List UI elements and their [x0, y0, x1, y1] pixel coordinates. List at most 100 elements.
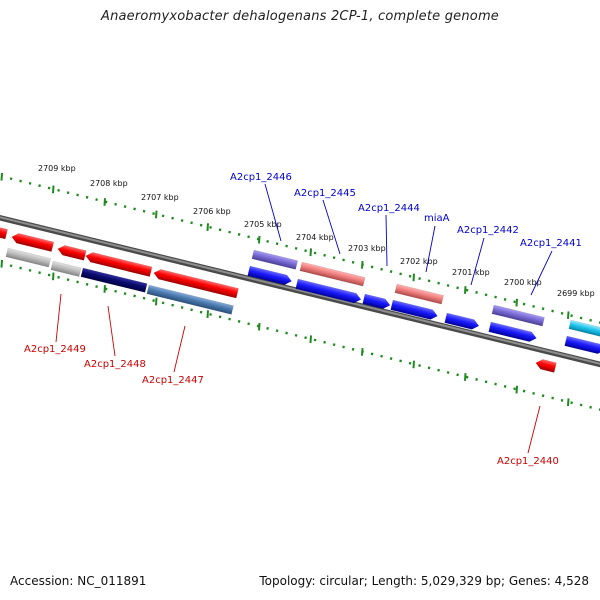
forward-gene-label[interactable]: A2cp1_2445 — [294, 188, 356, 199]
inner-tick-dot — [446, 371, 450, 374]
inner-tick-major — [361, 347, 364, 356]
inner-tick-major — [412, 360, 415, 369]
inner-tick-dot — [579, 403, 583, 407]
outer-tick-dot — [465, 288, 469, 292]
inner-tick-dot — [28, 268, 32, 272]
outer-tick-dot — [456, 286, 459, 290]
reverse-gene-label[interactable]: A2cp1_2440 — [497, 456, 559, 467]
reverse-leader-line — [107, 305, 116, 357]
outer-tick-dot — [598, 321, 600, 325]
outer-tick-dot — [570, 314, 573, 318]
outer-tick-dot — [218, 228, 222, 232]
forward-gene-label[interactable]: A2cp1_2446 — [230, 172, 292, 183]
outer-tick-dot — [446, 284, 450, 287]
reverse-gene-label[interactable]: A2cp1_2449 — [24, 344, 86, 355]
outer-tick-dot — [351, 260, 355, 264]
outer-tick-dot — [95, 198, 98, 202]
forward-gene-label[interactable]: miaA — [424, 213, 450, 224]
outer-tick-dot — [247, 235, 250, 239]
outer-tick-dot — [560, 311, 564, 315]
outer-tick-dot — [57, 188, 60, 192]
outer-tick-dot — [313, 251, 317, 255]
outer-tick-dot — [370, 265, 374, 269]
inner-scale-ticks — [0, 259, 600, 412]
outer-tick-major — [258, 235, 261, 244]
outer-tick-dot — [494, 295, 497, 299]
outer-tick-dot — [408, 274, 412, 278]
map-title: Anaeromyxobacter dehalogenans 2CP-1, com… — [100, 9, 500, 24]
outer-tick-dot — [237, 233, 241, 236]
outer-tick-major — [567, 311, 570, 320]
outer-tick-dot — [427, 279, 431, 283]
cds-forward-2444 — [362, 293, 391, 309]
cds-reverse-2447 — [153, 269, 239, 299]
inner-tick-dot — [85, 282, 89, 286]
scale-tick-label: 2705 kbp — [244, 220, 282, 229]
inner-tick-dot — [323, 340, 326, 344]
inner-tick-dot — [285, 331, 288, 335]
inner-tick-major — [258, 322, 261, 331]
inner-tick-dot — [313, 338, 317, 342]
forward-leader-line — [322, 199, 341, 255]
reverse-gene-label[interactable]: A2cp1_2447 — [142, 375, 204, 386]
forward-gene-label[interactable]: A2cp1_2444 — [358, 203, 420, 214]
scale-tick-label: 2706 kbp — [193, 207, 231, 216]
outer-tick-major — [52, 185, 55, 194]
inner-tick-dot — [57, 275, 60, 279]
inner-tick-dot — [399, 359, 402, 363]
reverse-leader-line — [55, 293, 62, 343]
outer-tick-dot — [161, 214, 165, 218]
inner-tick-dot — [589, 405, 592, 409]
inner-tick-dot — [560, 398, 564, 402]
gene-feature-2445 — [299, 261, 366, 287]
inner-tick-dot — [503, 385, 507, 388]
outer-tick-dot — [475, 291, 478, 294]
inner-tick-dot — [570, 401, 573, 405]
forward-gene-label[interactable]: A2cp1_2441 — [520, 238, 582, 249]
inner-tick-dot — [494, 382, 497, 386]
scale-tick-label: 2702 kbp — [400, 257, 438, 266]
inner-tick-dot — [123, 292, 127, 296]
genome-backbone — [0, 214, 600, 368]
outer-tick-dot — [484, 293, 488, 297]
inner-tick-dot — [19, 266, 22, 270]
cds-forward-2445 — [295, 278, 362, 304]
outer-tick-dot — [76, 193, 79, 197]
inner-tick-dot — [456, 373, 459, 377]
outer-tick-dot — [275, 242, 279, 246]
forward-leader-line — [385, 214, 388, 267]
inner-tick-dot — [351, 347, 355, 351]
inner-tick-major — [52, 272, 55, 281]
inner-tick-major — [155, 297, 158, 306]
outer-tick-major — [103, 198, 106, 206]
outer-tick-dot — [380, 267, 383, 271]
inner-tick-dot — [475, 378, 478, 381]
reverse-leader-line — [527, 405, 541, 454]
inner-tick-dot — [152, 299, 155, 302]
forward-gene-label[interactable]: A2cp1_2442 — [457, 225, 519, 236]
scale-tick-label: 2704 kbp — [296, 233, 334, 242]
inner-tick-dot — [95, 285, 98, 289]
inner-tick-major — [309, 335, 312, 344]
forward-leader-line — [264, 183, 282, 242]
outer-tick-dot — [123, 205, 127, 209]
outer-tick-dot — [199, 223, 203, 227]
inner-tick-dot — [408, 361, 412, 365]
inner-tick-dot — [418, 364, 421, 367]
outer-tick-dot — [133, 207, 136, 211]
reverse-gene-label[interactable]: A2cp1_2448 — [84, 359, 146, 370]
inner-tick-dot — [142, 296, 146, 300]
outer-tick-major — [361, 260, 364, 269]
forward-leader-line — [425, 225, 436, 273]
outer-tick-dot — [399, 272, 402, 276]
outer-tick-dot — [389, 270, 393, 274]
inner-tick-dot — [199, 310, 203, 314]
outer-tick-dot — [152, 212, 155, 215]
scale-tick-label: 2709 kbp — [38, 164, 76, 173]
inner-tick-dot — [218, 315, 222, 319]
inner-tick-dot — [513, 387, 516, 391]
scale-tick-label: 2707 kbp — [141, 193, 179, 202]
inner-tick-dot — [332, 343, 336, 347]
inner-tick-dot — [9, 264, 13, 268]
